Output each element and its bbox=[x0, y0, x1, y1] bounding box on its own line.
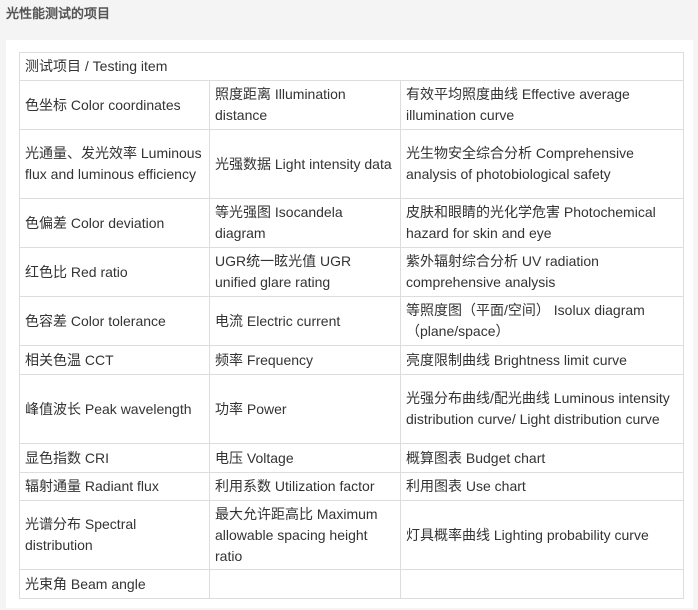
table-row: 相关色温 CCT 频率 Frequency 亮度限制曲线 Brightness li… bbox=[19, 345, 684, 375]
table-header: 测试项目 / Testing item bbox=[19, 52, 684, 81]
table-cell: 电压 Voltage bbox=[209, 443, 401, 473]
page-title: 光性能测试的项目 bbox=[6, 6, 111, 21]
table-cell: 最大允许距高比 Maximum allowable spacing height… bbox=[209, 500, 401, 570]
table-cell: 等光强图 Isocandela diagram bbox=[209, 198, 401, 248]
table-row: 光谱分布 Spectral distribution 最大允许距高比 Maximu… bbox=[19, 500, 684, 570]
table-cell: 相关色温 CCT bbox=[19, 345, 210, 375]
table-row: 光束角 Beam angle bbox=[19, 569, 684, 599]
table-cell: 色偏差 Color deviation bbox=[19, 198, 210, 248]
table-row: 色坐标 Color coordinates 照度距离 Illumination d… bbox=[19, 80, 684, 130]
testing-items-table: 测试项目 / Testing item 色坐标 Color coordinate… bbox=[19, 52, 684, 599]
table-header-row: 测试项目 / Testing item bbox=[19, 52, 684, 81]
table-cell: 等照度图（平面/空间） Isolux diagram（plane/space） bbox=[400, 296, 684, 346]
table-cell: 辐射通量 Radiant flux bbox=[19, 472, 210, 501]
table-row: 红色比 Red ratio UGR统一眩光值 UGR unified glare … bbox=[19, 247, 684, 297]
table-cell: 照度距离 Illumination distance bbox=[209, 80, 401, 130]
table-cell: 利用图表 Use chart bbox=[400, 472, 684, 501]
table-cell: 显色指数 CRI bbox=[19, 443, 210, 473]
table-cell: 峰值波长 Peak wavelength bbox=[19, 374, 210, 444]
table-cell: 光强分布曲线/配光曲线 Luminous intensity distribut… bbox=[400, 374, 684, 444]
table-cell: 亮度限制曲线 Brightness limit curve bbox=[400, 345, 684, 375]
table-row: 色偏差 Color deviation 等光强图 Isocandela diagr… bbox=[19, 198, 684, 248]
table-cell: UGR统一眩光值 UGR unified glare rating bbox=[209, 247, 401, 297]
table-row: 显色指数 CRI 电压 Voltage 概算图表 Budget chart bbox=[19, 443, 684, 473]
table-cell: 利用系数 Utilization factor bbox=[209, 472, 401, 501]
table-cell: 色容差 Color tolerance bbox=[19, 296, 210, 346]
table-cell bbox=[209, 569, 401, 599]
table-cell: 光通量、发光效率 Luminous flux and luminous effi… bbox=[19, 129, 210, 199]
table-cell: 功率 Power bbox=[209, 374, 401, 444]
table-cell bbox=[400, 569, 684, 599]
table-cell: 紫外辐射综合分析 UV radiation comprehensive anal… bbox=[400, 247, 684, 297]
table-row: 辐射通量 Radiant flux 利用系数 Utilization factor… bbox=[19, 472, 684, 501]
table-cell: 有效平均照度曲线 Effective average illumination … bbox=[400, 80, 684, 130]
table-cell: 光生物安全综合分析 Comprehensive analysis of phot… bbox=[400, 129, 684, 199]
table-cell: 光强数据 Light intensity data bbox=[209, 129, 401, 199]
table-cell: 频率 Frequency bbox=[209, 345, 401, 375]
table-cell: 光束角 Beam angle bbox=[19, 569, 210, 599]
table-cell: 电流 Electric current bbox=[209, 296, 401, 346]
table-row: 色容差 Color tolerance 电流 Electric current 等照… bbox=[19, 296, 684, 346]
table-row: 光通量、发光效率 Luminous flux and luminous effi… bbox=[19, 129, 684, 199]
table-row: 峰值波长 Peak wavelength 功率 Power 光强分布曲线/配光曲线 … bbox=[19, 374, 684, 444]
table-cell: 概算图表 Budget chart bbox=[400, 443, 684, 473]
content-panel: 测试项目 / Testing item 色坐标 Color coordinate… bbox=[6, 40, 693, 608]
table-cell: 红色比 Red ratio bbox=[19, 247, 210, 297]
table-cell: 色坐标 Color coordinates bbox=[19, 80, 210, 130]
table-cell: 皮肤和眼睛的光化学危害 Photochemical hazard for ski… bbox=[400, 198, 684, 248]
table-cell: 光谱分布 Spectral distribution bbox=[19, 500, 210, 570]
table-cell: 灯具概率曲线 Lighting probability curve bbox=[400, 500, 684, 570]
